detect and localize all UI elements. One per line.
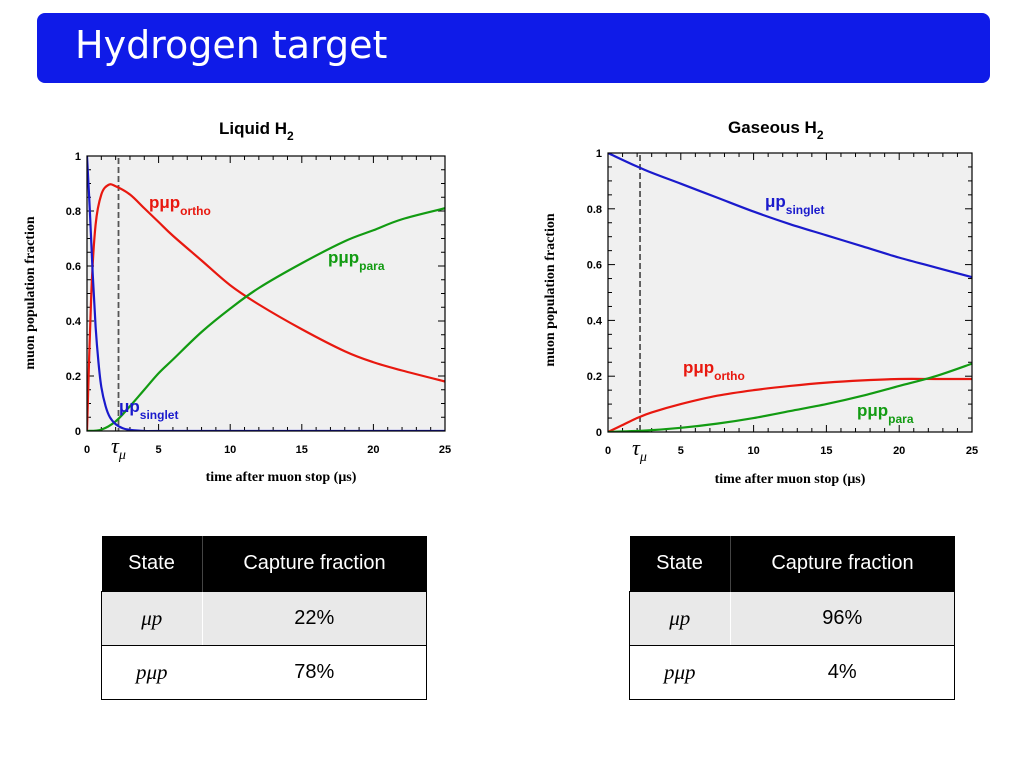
column-header-state: State — [101, 536, 203, 592]
gaseous-capture-table: State Capture fraction μp 96% pμp 4% — [629, 536, 955, 700]
capture-fraction-cell: 78% — [201, 645, 427, 700]
curve-label-para: pμppara — [857, 401, 914, 426]
x-tick-label: 0 — [605, 445, 611, 457]
column-header-capture-fraction: Capture fraction — [730, 536, 955, 592]
plot-frame — [607, 152, 973, 433]
y-tick-label: 0.8 — [587, 204, 602, 216]
x-tick-label: 20 — [367, 444, 379, 456]
y-tick-label: 0.2 — [587, 371, 602, 383]
x-tick-label: 5 — [156, 444, 162, 456]
curve-label-ortho: pμportho — [149, 193, 211, 218]
x-tick-label: 5 — [678, 445, 684, 457]
plot-background — [87, 156, 445, 431]
gaseous-h2-chart: Gaseous H2 0 5 10 15 20 25 0 0.2 0.4 0.6 0.8 1 μpsi… — [543, 118, 978, 487]
table-header-row: State Capture fraction — [629, 536, 955, 592]
y-tick-label: 0 — [75, 426, 81, 438]
x-tick-label: 20 — [893, 445, 905, 457]
series-line-p-p-ortho — [87, 183, 445, 431]
column-header-state: State — [629, 536, 731, 592]
slide-title: Hydrogen target — [75, 23, 388, 67]
plot-area: 0 5 10 15 20 25 0 0.2 0.4 0.6 0.8 1 — [66, 151, 451, 456]
table-row: μp 96% — [629, 591, 955, 646]
y-tick-label: 0.4 — [587, 315, 603, 327]
y-tick-label: 1 — [596, 148, 602, 160]
x-axis-label: time after muon stop (μs) — [715, 472, 866, 487]
table-row: pμp 78% — [101, 645, 427, 700]
y-axis-label: muon population fraction — [23, 216, 38, 369]
tau-label: τμ — [111, 433, 126, 463]
x-tick-label: 15 — [296, 444, 308, 456]
x-tick-label: 10 — [747, 445, 759, 457]
x-tick-label: 15 — [820, 445, 832, 457]
y-tick-label: 0 — [596, 427, 602, 439]
y-tick-label: 0.8 — [66, 206, 81, 218]
curve-label-ortho: pμportho — [683, 358, 745, 383]
x-tick-label: 25 — [966, 445, 978, 457]
y-tick-label: 0.2 — [66, 371, 81, 383]
tau-label: τμ — [632, 435, 647, 465]
state-cell: pμp — [629, 645, 731, 700]
liquid-h2-chart: Liquid H2 0 5 10 15 20 25 0 0.2 0.4 0.6 0.8 1 pμpor… — [23, 119, 451, 485]
capture-fraction-cell: 96% — [729, 591, 955, 646]
capture-fraction-cell: 22% — [201, 591, 427, 646]
capture-fraction-cell: 4% — [729, 645, 955, 700]
table-header-row: State Capture fraction — [101, 536, 427, 592]
series-line-p-p-ortho — [608, 377, 972, 432]
y-tick-label: 0.6 — [66, 261, 81, 273]
plot-area: 0 5 10 15 20 25 0 0.2 0.4 0.6 0.8 1 — [587, 148, 978, 457]
column-header-capture-fraction: Capture fraction — [202, 536, 427, 592]
state-cell: μp — [101, 591, 203, 646]
chart-title: Liquid H2 — [219, 119, 294, 143]
y-axis-label: muon population fraction — [543, 213, 558, 366]
y-tick-label: 0.6 — [587, 260, 602, 272]
curve-label-singlet: μpsinglet — [119, 397, 178, 422]
state-cell: pμp — [101, 645, 203, 700]
x-tick-label: 25 — [439, 444, 451, 456]
table-row: μp 22% — [101, 591, 427, 646]
table-row: pμp 4% — [629, 645, 955, 700]
state-cell: μp — [629, 591, 731, 646]
x-tick-label: 10 — [224, 444, 236, 456]
plot-background — [608, 153, 972, 432]
chart-title: Gaseous H2 — [728, 118, 824, 142]
liquid-capture-table: State Capture fraction μp 22% pμp 78% — [101, 536, 427, 700]
series-line-p-singlet — [87, 156, 445, 431]
x-axis-label: time after muon stop (μs) — [206, 470, 357, 485]
series-line-p-p-para — [87, 207, 445, 431]
title-bar: Hydrogen target — [37, 13, 990, 83]
series-line-p-p-para — [608, 362, 972, 432]
plot-frame — [86, 155, 446, 432]
series-line-p-singlet — [608, 153, 972, 279]
curve-label-singlet: μpsinglet — [765, 192, 824, 217]
y-tick-label: 0.4 — [66, 316, 82, 328]
x-tick-label: 0 — [84, 444, 90, 456]
curve-label-para: pμppara — [328, 248, 385, 273]
y-tick-label: 1 — [75, 151, 81, 163]
